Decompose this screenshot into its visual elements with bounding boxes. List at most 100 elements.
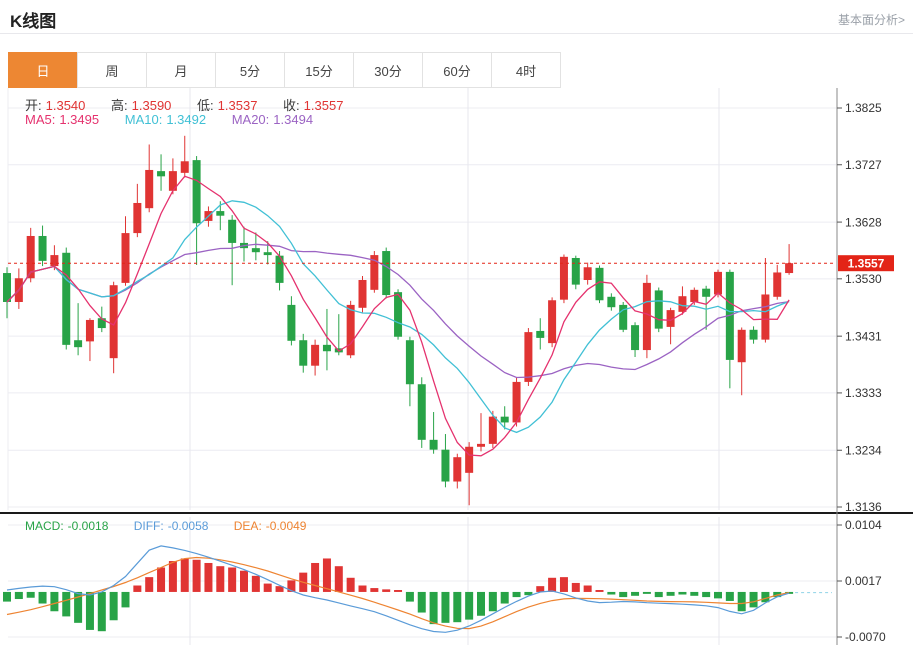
tab-4hour[interactable]: 4时 [491, 52, 561, 88]
main-axis-tick-label: 1.3431 [845, 329, 882, 343]
macd-bar [97, 591, 106, 632]
candle-down [3, 273, 11, 302]
candle-down [287, 304, 296, 341]
high-value: 1.3590 [131, 98, 172, 113]
macd-legend: MACD: -0.0018 DIFF: -0.0058 DEA: -0.0049 [25, 519, 310, 533]
tab-week[interactable]: 周 [77, 52, 147, 88]
macd-bar [192, 559, 201, 592]
macd-bar [607, 591, 616, 595]
close-label: 收: [283, 98, 300, 113]
ma20-line [6, 243, 790, 379]
candle-up [678, 296, 687, 312]
dea-label: DEA: [233, 519, 262, 533]
macd-bar [322, 558, 331, 592]
tab-30min[interactable]: 30分 [353, 52, 423, 88]
candle-down [429, 439, 438, 450]
low-value: 1.3537 [217, 98, 258, 113]
macd-bar [334, 566, 343, 592]
tab-60min[interactable]: 60分 [422, 52, 492, 88]
candle-up [465, 446, 474, 473]
candle-up [311, 344, 320, 366]
candle-up [548, 300, 557, 344]
macd-bar [382, 589, 391, 592]
macd-bar [429, 591, 438, 625]
tab-day[interactable]: 日 [8, 52, 78, 88]
candle-up [370, 255, 379, 290]
candle-up [453, 457, 462, 482]
macd-bar [204, 562, 213, 592]
macd-bar [251, 575, 260, 592]
candle-up [145, 169, 154, 209]
kline-chart-canvas[interactable]: 1.3825 1.3727 1.3628 1.3530 1.3431 1.3333 1.32… [0, 88, 913, 645]
diff-value: -0.0058 [167, 519, 209, 533]
macd-bar [702, 591, 711, 598]
candle-up [761, 294, 770, 340]
macd-bar [370, 588, 379, 592]
main-axis-tick-label: 1.3530 [845, 272, 882, 286]
macd-bar [631, 591, 640, 596]
macd-bar [263, 583, 272, 592]
tab-5min[interactable]: 5分 [215, 52, 285, 88]
candle-down [382, 251, 391, 296]
candle-up [26, 235, 35, 279]
candle-down [74, 340, 83, 348]
candle-up [559, 256, 568, 300]
macd-bar [311, 562, 320, 592]
main-axis-tick-label: 1.3234 [845, 443, 882, 457]
candle-up [690, 289, 699, 302]
candle-up [583, 267, 592, 280]
macd-bar [50, 591, 59, 612]
candle-up [50, 255, 59, 267]
ma-legend: MA5: 1.3495 MA10: 1.3492 MA20: 1.3494 [25, 112, 317, 127]
dea-line [6, 556, 790, 630]
macd-bar [571, 582, 580, 592]
ma5-line [6, 175, 790, 457]
candle-down [536, 330, 545, 338]
candle-down [702, 288, 711, 297]
candle-up [109, 285, 118, 359]
macd-bar [477, 591, 485, 616]
candle-down [275, 255, 284, 283]
candle-down [417, 384, 426, 440]
main-axis-tick-label: 1.3333 [845, 386, 882, 400]
macd-axis-tick-label: 0.0017 [845, 574, 882, 588]
ma20-value: 1.3494 [273, 112, 314, 127]
tab-month[interactable]: 月 [146, 52, 216, 88]
candle-up [524, 332, 533, 382]
close-value: 1.3557 [303, 98, 344, 113]
candle-down [441, 449, 450, 482]
diff-label: DIFF: [133, 519, 164, 533]
macd-value: -0.0018 [67, 519, 109, 533]
macd-axis-tick-label: 0.0104 [845, 518, 882, 532]
candle-up [133, 202, 142, 234]
macd-bar [180, 558, 189, 592]
macd-bar [488, 591, 497, 612]
panel-divider [0, 512, 913, 514]
macd-bar [74, 591, 83, 623]
macd-bar [536, 586, 545, 592]
macd-bar [358, 585, 367, 592]
fundamental-analysis-link[interactable]: 基本面分析> [837, 13, 905, 27]
macd-label: MACD: [25, 519, 64, 533]
macd-bar [240, 570, 248, 592]
main-axis-tick-label: 1.3628 [845, 215, 882, 229]
candle-up [85, 319, 94, 342]
macd-bar [690, 591, 699, 596]
tab-15min[interactable]: 15分 [284, 52, 354, 88]
macd-bar [26, 591, 35, 598]
candle-down [228, 219, 237, 243]
period-tabbar: 日周月 5分 15分 30分 60分 4时 [8, 52, 561, 88]
macd-bar [666, 591, 675, 596]
candle-up [121, 233, 130, 283]
main-axis-tick-label: 1.3727 [845, 158, 882, 172]
macd-bar [714, 591, 722, 599]
dea-value: -0.0049 [265, 519, 307, 533]
candle-down [157, 171, 166, 177]
macd-bar [121, 591, 130, 608]
macd-bar [394, 590, 403, 592]
macd-bar [619, 591, 628, 598]
high-label: 高: [111, 98, 128, 113]
page-title: K线图 [10, 12, 57, 31]
candle-down [619, 304, 628, 330]
macd-bar [595, 590, 604, 592]
